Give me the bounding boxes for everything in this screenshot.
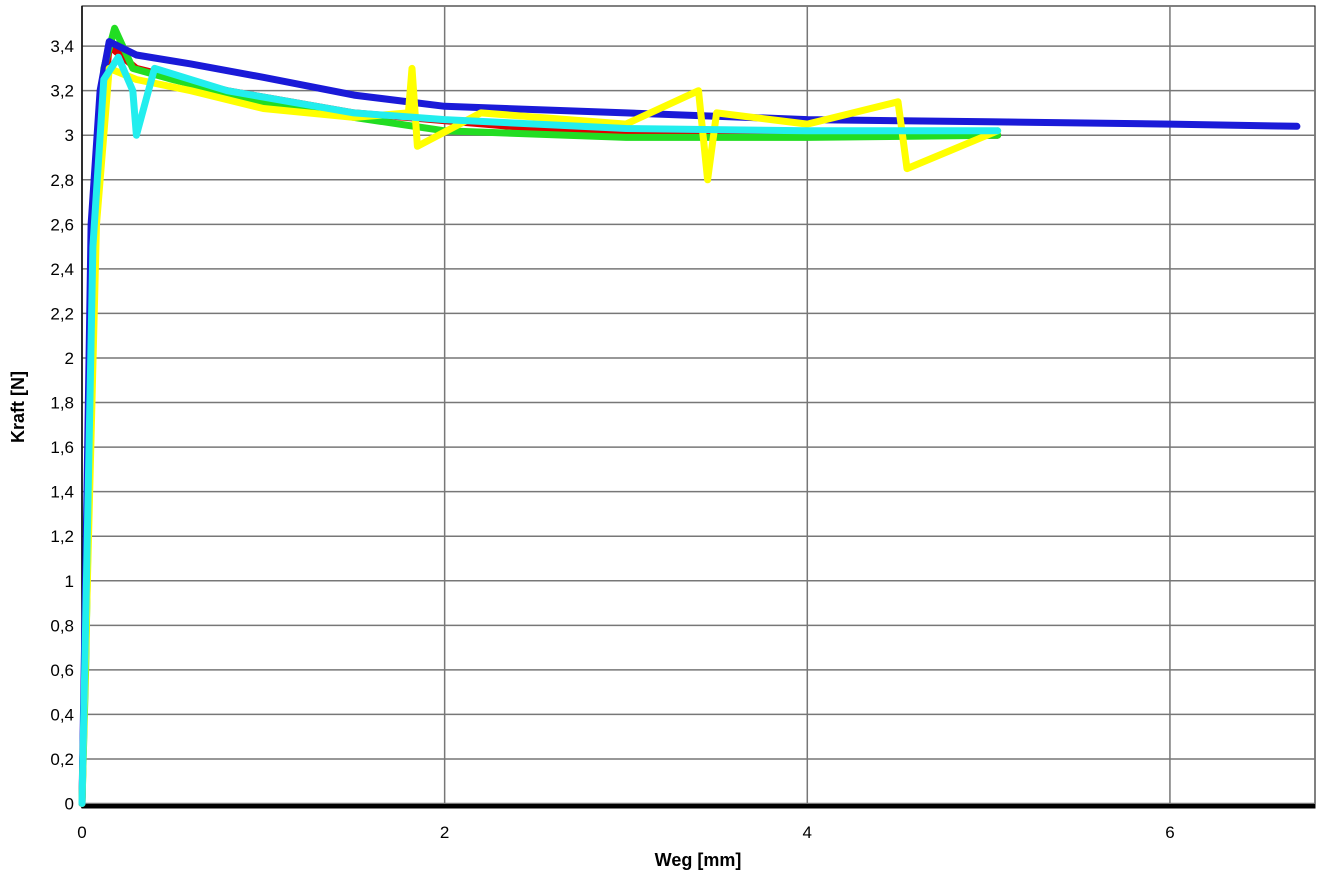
x-tick-label: 2 xyxy=(440,823,449,842)
y-tick-label: 0,2 xyxy=(50,750,74,769)
y-tick-label: 2,6 xyxy=(50,215,74,234)
y-tick-label: 0,4 xyxy=(50,705,74,724)
y-tick-label: 1,4 xyxy=(50,483,74,502)
y-tick-label: 1 xyxy=(65,572,74,591)
x-tick-label: 0 xyxy=(77,823,86,842)
y-tick-label: 1,8 xyxy=(50,394,74,413)
y-tick-label: 0,8 xyxy=(50,616,74,635)
y-tick-label: 0,6 xyxy=(50,661,74,680)
y-tick-label: 2,8 xyxy=(50,171,74,190)
y-tick-label: 2,4 xyxy=(50,260,74,279)
y-tick-label: 3,4 xyxy=(50,37,74,56)
x-axis-title: Weg [mm] xyxy=(655,850,742,870)
x-tick-label: 4 xyxy=(803,823,812,842)
y-tick-label: 3,2 xyxy=(50,82,74,101)
y-axis-title: Kraft [N] xyxy=(8,371,28,443)
y-tick-label: 3 xyxy=(65,126,74,145)
y-tick-label: 1,6 xyxy=(50,438,74,457)
x-tick-label: 6 xyxy=(1165,823,1174,842)
y-tick-label: 2,2 xyxy=(50,304,74,323)
y-tick-label: 1,2 xyxy=(50,527,74,546)
data-line xyxy=(78,53,1002,807)
y-tick-label: 2 xyxy=(65,349,74,368)
y-tick-label: 0 xyxy=(65,795,74,814)
